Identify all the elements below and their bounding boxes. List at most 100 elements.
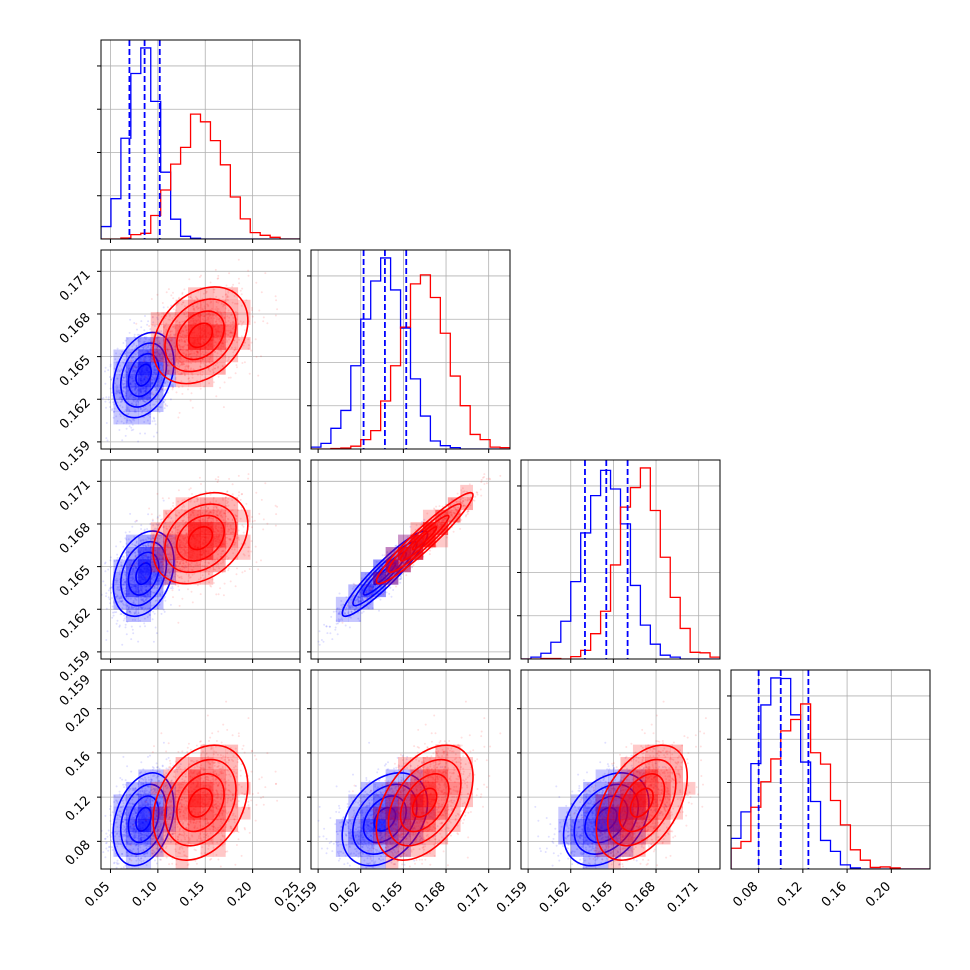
scatter-point-series-1 — [161, 351, 164, 354]
scatter-point-series-1 — [240, 304, 243, 307]
scatter-point-series-1 — [191, 406, 194, 409]
scatter-point-series-0 — [107, 396, 110, 399]
scatter-point-series-1 — [217, 593, 220, 596]
scatter-point-series-1 — [204, 364, 207, 367]
scatter-point-series-0 — [128, 409, 131, 412]
scatter-point-series-0 — [155, 388, 158, 391]
scatter-point-series-1 — [266, 522, 269, 525]
scatter-point-series-0 — [143, 337, 146, 340]
scatter-point-series-1 — [245, 502, 248, 505]
scatter-point-series-0 — [126, 419, 129, 422]
scatter-point-series-1 — [274, 295, 277, 298]
scatter-point-series-1 — [253, 519, 256, 522]
scatter-point-series-1 — [200, 274, 202, 277]
scatter-point-series-0 — [121, 643, 124, 646]
scatter-point-series-1 — [228, 316, 231, 319]
scatter-point-series-1 — [196, 297, 199, 300]
scatter-point-series-1 — [189, 368, 192, 371]
scatter-point-series-1 — [183, 313, 186, 316]
scatter-point-series-0 — [159, 390, 162, 393]
scatter-point-series-0 — [144, 407, 147, 410]
scatter-point-series-1 — [173, 324, 176, 327]
scatter-point-series-0 — [130, 426, 133, 429]
scatter-point-series-1 — [169, 344, 171, 347]
scatter-point-series-0 — [135, 402, 138, 405]
scatter-point-series-1 — [236, 567, 238, 570]
scatter-point-series-0 — [124, 372, 127, 375]
density-cell-series-1 — [200, 522, 214, 535]
scatter-point-series-1 — [179, 373, 181, 376]
scatter-point-series-0 — [158, 398, 161, 401]
scatter-point-series-1 — [223, 317, 226, 320]
scatter-point-series-0 — [143, 340, 146, 343]
scatter-point-series-1 — [169, 346, 172, 349]
scatter-point-series-1 — [199, 301, 202, 304]
scatter-point-series-0 — [104, 561, 107, 564]
scatter-point-series-0 — [143, 622, 146, 625]
scatter-point-series-1 — [140, 532, 143, 534]
scatter-point-series-0 — [134, 353, 137, 356]
scatter-point-series-0 — [119, 373, 121, 376]
scatter-point-series-1 — [170, 339, 173, 342]
scatter-point-series-1 — [172, 291, 174, 294]
scatter-point-series-1 — [178, 321, 181, 324]
scatter-point-series-0 — [115, 392, 118, 395]
scatter-point-series-1 — [161, 497, 164, 500]
scatter-point-series-1 — [171, 386, 174, 389]
scatter-point-series-1 — [173, 351, 176, 354]
scatter-point-series-1 — [224, 304, 227, 307]
scatter-point-series-1 — [240, 324, 243, 327]
scatter-point-series-1 — [262, 320, 265, 323]
scatter-point-series-0 — [149, 404, 152, 407]
scatter-point-series-1 — [239, 498, 242, 501]
scatter-point-series-0 — [159, 406, 162, 409]
scatter-point-series-1 — [254, 545, 257, 548]
scatter-point-series-1 — [236, 366, 238, 369]
scatter-point-series-1 — [199, 593, 202, 596]
scatter-point-series-1 — [223, 317, 226, 320]
scatter-point-series-1 — [217, 274, 220, 277]
scatter-point-series-0 — [105, 595, 107, 598]
scatter-point-series-0 — [109, 363, 112, 366]
scatter-point-series-1 — [169, 333, 172, 336]
scatter-point-series-1 — [183, 288, 186, 291]
scatter-point-series-1 — [166, 348, 169, 350]
scatter-point-series-0 — [139, 432, 142, 435]
scatter-point-series-1 — [162, 344, 165, 346]
panel-content — [101, 473, 279, 646]
scatter-point-series-0 — [163, 610, 166, 613]
scatter-point-series-1 — [173, 342, 176, 344]
scatter-point-series-0 — [121, 399, 124, 401]
scatter-point-series-1 — [231, 322, 234, 325]
scatter-point-series-0 — [115, 388, 118, 390]
scatter-point-series-0 — [120, 368, 123, 371]
scatter-point-series-0 — [140, 320, 143, 323]
scatter-point-series-1 — [239, 289, 242, 292]
scatter-point-series-1 — [212, 371, 215, 374]
scatter-point-series-1 — [184, 310, 187, 312]
scatter-point-series-1 — [222, 594, 225, 597]
scatter-point-series-1 — [180, 361, 183, 364]
scatter-point-series-0 — [122, 386, 125, 389]
scatter-point-series-0 — [155, 347, 157, 350]
scatter-point-series-1 — [243, 570, 246, 573]
scatter-point-series-0 — [154, 389, 157, 392]
scatter-point-series-1 — [257, 568, 260, 571]
scatter-point-series-0 — [171, 587, 174, 590]
scatter-point-series-1 — [140, 333, 143, 336]
scatter-point-series-0 — [121, 381, 124, 384]
scatter-point-series-0 — [140, 528, 143, 530]
scatter-point-series-1 — [198, 476, 201, 479]
scatter-point-series-1 — [215, 593, 218, 596]
scatter-point-series-1 — [274, 524, 277, 527]
panel-content — [101, 258, 279, 443]
scatter-point-series-0 — [116, 553, 119, 556]
scatter-point-series-1 — [181, 597, 184, 600]
scatter-point-series-1 — [169, 344, 172, 347]
scatter-point-series-1 — [220, 302, 223, 305]
scatter-point-series-0 — [158, 342, 161, 345]
scatter-point-series-1 — [173, 368, 176, 370]
scatter-point-series-0 — [128, 331, 131, 334]
scatter-point-series-0 — [389, 586, 392, 589]
scatter-point-series-1 — [241, 287, 244, 290]
